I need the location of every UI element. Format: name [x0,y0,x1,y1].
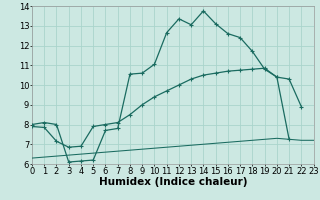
X-axis label: Humidex (Indice chaleur): Humidex (Indice chaleur) [99,177,247,187]
